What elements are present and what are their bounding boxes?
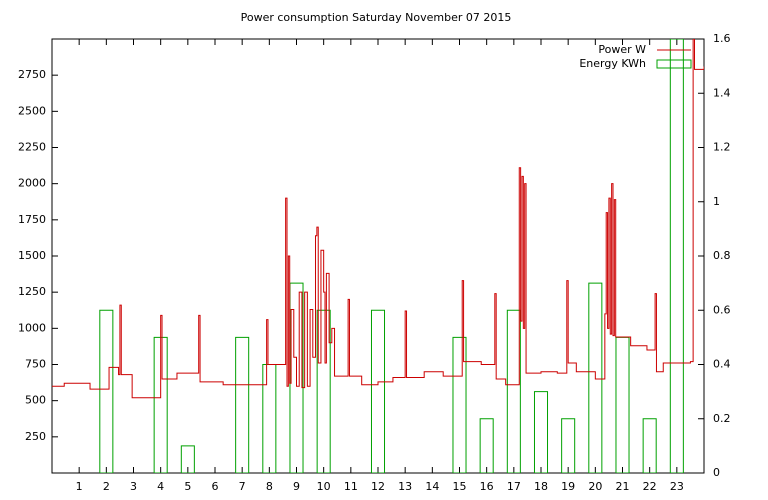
energy-bar bbox=[669, 39, 684, 473]
y-tick-label: 1000 bbox=[18, 321, 46, 334]
y2-tick-label: 0 bbox=[713, 466, 720, 479]
x-tick-label: 4 bbox=[157, 480, 164, 493]
energy-bar bbox=[561, 418, 576, 473]
x-tick-label: 9 bbox=[293, 480, 300, 493]
x-tick-label: 3 bbox=[130, 480, 137, 493]
x-tick-label: 18 bbox=[534, 480, 548, 493]
energy-bar bbox=[642, 418, 657, 473]
x-tick-label: 13 bbox=[398, 480, 412, 493]
legend-swatch bbox=[656, 59, 692, 69]
y-tick-label: 750 bbox=[25, 358, 46, 371]
y-tick-label: 2750 bbox=[18, 68, 46, 81]
x-tick-label: 7 bbox=[239, 480, 246, 493]
y-tick-label: 2250 bbox=[18, 141, 46, 154]
y2-tick-label: 1.2 bbox=[713, 141, 731, 154]
x-tick-label: 11 bbox=[344, 480, 358, 493]
energy-bar bbox=[479, 418, 494, 473]
energy-bar bbox=[370, 309, 386, 473]
y2-tick-label: 1 bbox=[713, 195, 720, 208]
energy-bar bbox=[235, 336, 250, 473]
x-tick-label: 5 bbox=[184, 480, 191, 493]
y-tick-label: 1750 bbox=[18, 213, 46, 226]
y-tick-label: 500 bbox=[25, 394, 46, 407]
x-tick-label: 8 bbox=[266, 480, 273, 493]
x-tick-label: 2 bbox=[103, 480, 110, 493]
x-tick-label: 16 bbox=[480, 480, 494, 493]
y2-tick-label: 0.8 bbox=[713, 249, 731, 262]
x-tick-label: 1 bbox=[76, 480, 83, 493]
energy-bar bbox=[615, 336, 630, 473]
energy-bar bbox=[533, 391, 549, 473]
x-tick-label: 6 bbox=[212, 480, 219, 493]
legend-label: Energy KWh bbox=[579, 57, 646, 70]
y-tick-label: 2000 bbox=[18, 177, 46, 190]
energy-bar bbox=[452, 336, 467, 473]
chart-title: Power consumption Saturday November 07 2… bbox=[241, 11, 512, 24]
x-tick-label: 10 bbox=[317, 480, 331, 493]
x-tick-label: 12 bbox=[371, 480, 385, 493]
energy-bar bbox=[99, 309, 114, 473]
energy-bar bbox=[316, 309, 331, 473]
y-tick-label: 1500 bbox=[18, 249, 46, 262]
x-tick-label: 15 bbox=[453, 480, 467, 493]
y-tick-label: 1250 bbox=[18, 285, 46, 298]
x-tick-label: 22 bbox=[643, 480, 657, 493]
y2-tick-label: 0.6 bbox=[713, 303, 731, 316]
y2-tick-label: 1.6 bbox=[713, 32, 731, 45]
y2-tick-label: 0.2 bbox=[713, 412, 731, 425]
energy-bar bbox=[588, 282, 603, 473]
y-tick-label: 250 bbox=[25, 430, 46, 443]
x-tick-label: 17 bbox=[507, 480, 521, 493]
x-tick-label: 23 bbox=[670, 480, 684, 493]
x-tick-label: 21 bbox=[616, 480, 630, 493]
y2-tick-label: 0.4 bbox=[713, 358, 731, 371]
x-tick-label: 14 bbox=[425, 480, 439, 493]
x-tick-label: 20 bbox=[588, 480, 602, 493]
legend-label: Power W bbox=[598, 43, 646, 56]
power-line bbox=[52, 39, 704, 399]
x-tick-label: 19 bbox=[561, 480, 575, 493]
energy-bar bbox=[262, 364, 277, 473]
y-tick-label: 2500 bbox=[18, 104, 46, 117]
y2-tick-label: 1.4 bbox=[713, 86, 731, 99]
energy-bar bbox=[180, 445, 195, 473]
energy-bar bbox=[506, 309, 521, 473]
